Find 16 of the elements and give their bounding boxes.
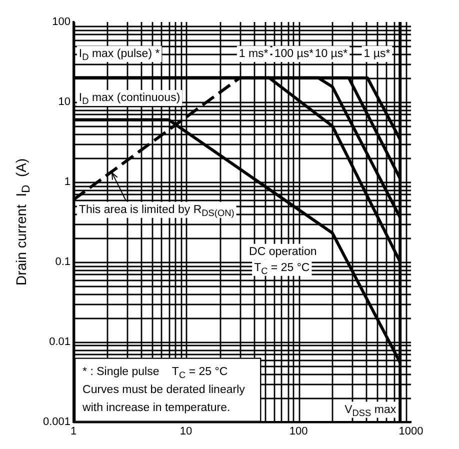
y-tick-label: 0.01: [49, 336, 71, 348]
x-tick-label: 10: [180, 425, 192, 438]
annotation: 100 µs*: [274, 48, 314, 60]
annotation: Curves must be derated linearly with increase in temperature.: [82, 384, 246, 414]
x-tick-label: 100: [289, 425, 308, 438]
y-tick-label: 10: [58, 96, 71, 108]
annotation: DC operation: [249, 246, 317, 258]
annotation: 10 µs*: [314, 48, 348, 60]
annotation: 1 µs*: [364, 48, 391, 60]
y-tick-label: 0.1: [55, 256, 71, 268]
y-tick-label: 100: [52, 16, 71, 28]
y-tick-label: 0.001: [42, 416, 71, 428]
y-tick-label: 1: [64, 176, 71, 188]
y-axis-title: Drain current ID (A): [12, 158, 32, 286]
annotation: 1 ms*: [238, 48, 269, 60]
x-tick-label: 1000: [398, 425, 424, 438]
